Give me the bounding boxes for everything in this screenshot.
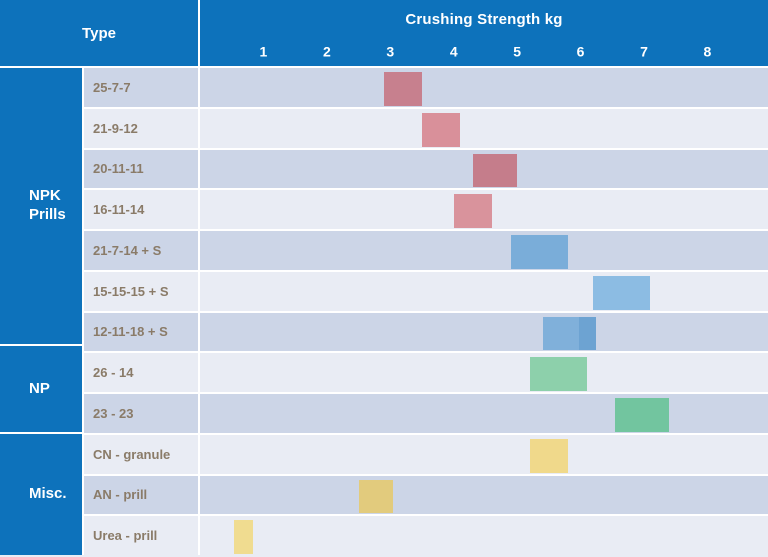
range-bar [383,72,422,106]
x-axis-tick: 5 [513,43,522,60]
row-chart-cell [200,68,768,107]
row-label: 20-11-11 [84,149,200,189]
range-bar [422,112,461,147]
range-bar [472,153,518,188]
row-label: AN - prill [84,475,200,515]
x-axis-tick: 6 [576,43,585,60]
table-row: 23 - 23 [84,394,768,435]
row-label: 12-11-18 + S [84,312,200,352]
x-axis-tick: 2 [322,43,331,60]
row-chart-cell [200,271,768,311]
row-label: 25-7-7 [84,68,200,107]
table-row: AN - prill [84,475,768,517]
table-row: 26 - 14 [84,353,768,394]
range-bar [510,235,568,269]
row-chart-cell [200,312,768,352]
x-axis-tick: 4 [449,43,458,60]
table-row: 15-15-15 + S [84,271,768,313]
x-axis-tick: 8 [703,43,712,60]
range-bar [542,316,579,351]
row-chart-cell [200,353,768,392]
row-chart-cell [200,108,768,148]
row-chart-cell [200,394,768,433]
group-cell-npk-prills: NPK Prills [0,68,84,346]
table-row: 21-7-14 + S [84,231,768,272]
range-bar [529,357,587,391]
x-axis-header: Crushing Strength kg 1 2 3 4 5 6 7 8 [200,0,768,66]
rows-area: 25-7-7 21-9-12 20-11-11 16-11-14 21-7-14 + S… [84,68,768,555]
table-row: 16-11-14 [84,190,768,231]
row-label: 15-15-15 + S [84,271,200,311]
type-column-header: Type [0,0,200,66]
x-axis-tick: 7 [640,43,648,60]
range-bar [529,438,568,473]
table-row: 25-7-7 [84,68,768,109]
row-chart-cell [200,516,768,555]
x-axis-tick: 3 [386,43,395,60]
group-cell-misc-: Misc. [0,434,84,555]
row-chart-cell [200,434,768,474]
x-axis-tick-row: 1 2 3 4 5 6 7 8 [200,38,768,66]
range-bar [358,479,394,514]
range-bar [453,194,492,228]
group-column: NPK Prills NP Misc. [0,68,84,555]
range-bar [615,398,670,432]
table-row: 20-11-11 [84,149,768,191]
table-row: Urea - prill [84,516,768,555]
table-row: 12-11-18 + S [84,312,768,354]
row-chart-cell [200,231,768,270]
row-label: 21-9-12 [84,108,200,148]
row-label: 21-7-14 + S [84,231,200,270]
axis-title: Crushing Strength kg [405,10,563,28]
chart-body: NPK Prills NP Misc. 25-7-7 21-9-12 20-11-11 1… [0,68,768,555]
table-row: 21-9-12 [84,108,768,150]
group-cell-np: NP [0,345,84,435]
row-chart-cell [200,475,768,515]
table-row: CN - granule [84,434,768,476]
row-label: 26 - 14 [84,353,200,392]
chart-header: Type Crushing Strength kg 1 2 3 4 5 6 7 8 [0,0,768,68]
row-chart-cell [200,149,768,189]
range-bar [234,520,253,554]
row-label: Urea - prill [84,516,200,555]
row-chart-cell [200,190,768,229]
row-label: 16-11-14 [84,190,200,229]
x-axis-tick: 1 [259,43,268,60]
range-bar [578,316,597,351]
row-label: CN - granule [84,434,200,474]
range-bar [593,275,651,310]
row-label: 23 - 23 [84,394,200,433]
